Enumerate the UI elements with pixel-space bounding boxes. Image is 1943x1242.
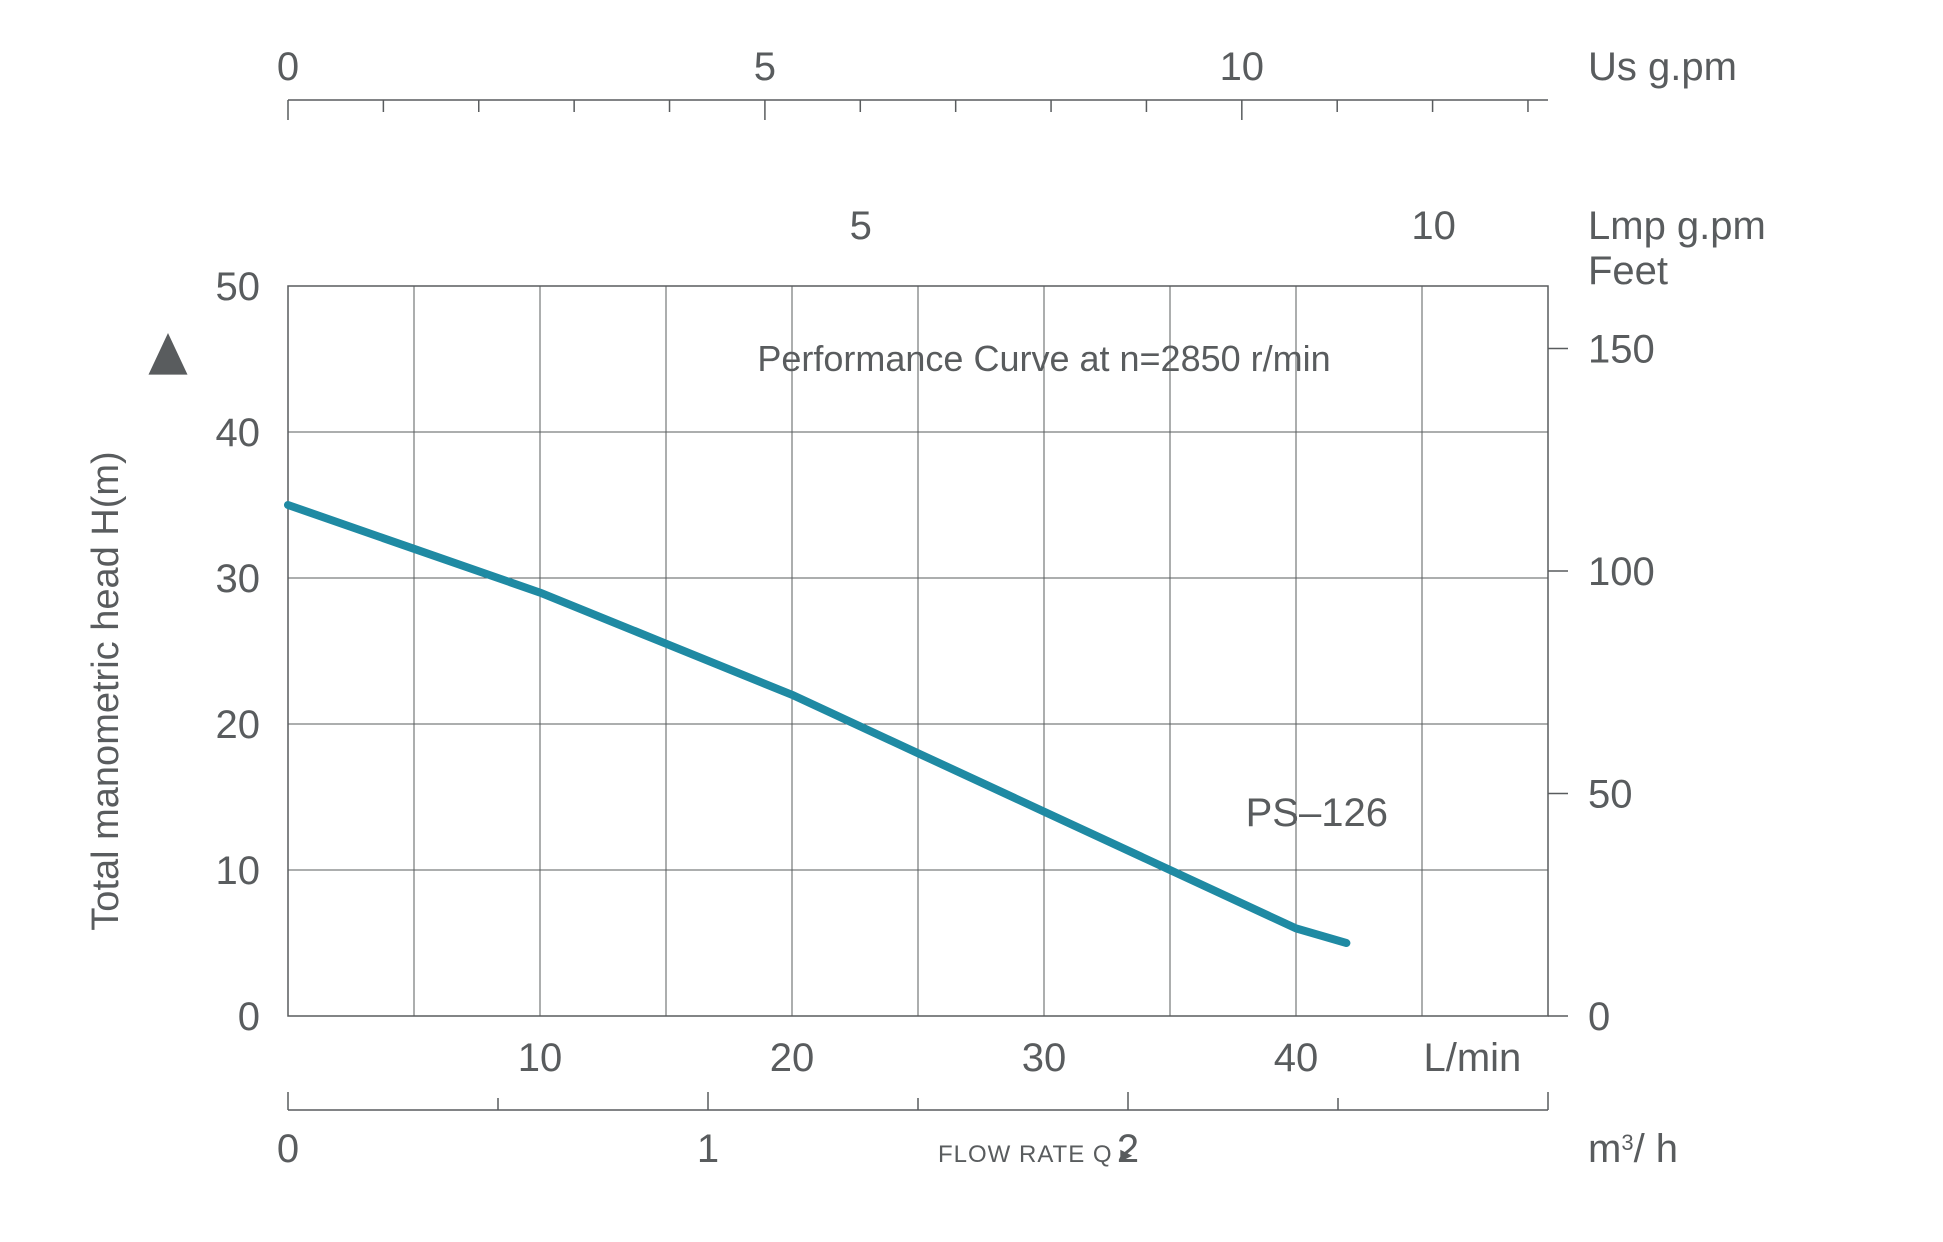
pump-curve-chart: 01020304050050100150FeetTotal manometric…	[0, 0, 1943, 1237]
x-lmpgpm-label: Lmp g.pm	[1588, 204, 1766, 248]
y-left-tick: 40	[216, 411, 261, 455]
y-right-tick: 0	[1588, 995, 1610, 1039]
y-left-tick: 20	[216, 703, 261, 747]
y-left-tick: 50	[216, 265, 261, 309]
x-lmin-tick: 10	[518, 1036, 563, 1080]
x-lmin-tick: 30	[1022, 1036, 1067, 1080]
chart-wrapper: 01020304050050100150FeetTotal manometric…	[0, 0, 1943, 1237]
y-right-label: Feet	[1588, 249, 1668, 293]
x-m3h-label: m3/ h	[1588, 1127, 1678, 1171]
x-lmin-label: L/min	[1423, 1036, 1521, 1080]
x-lmin-tick: 20	[770, 1036, 815, 1080]
x-m3h-tick: 1	[697, 1127, 719, 1171]
y-left-label: Total manometric head H(m)	[85, 451, 127, 930]
x-lmpgpm-tick: 5	[850, 204, 872, 248]
y-right-tick: 150	[1588, 327, 1655, 371]
annotation-label: Performance Curve at n=2850 r/min	[757, 338, 1330, 379]
y-left-tick: 30	[216, 557, 261, 601]
flow-rate-label: FLOW RATE Q ▸	[938, 1141, 1133, 1168]
x-usgpm-tick: 0	[277, 45, 299, 89]
series-label: PS–126	[1246, 791, 1388, 835]
y-left-tick: 0	[238, 995, 260, 1039]
x-m3h-tick: 0	[277, 1127, 299, 1171]
y-right-tick: 100	[1588, 550, 1655, 594]
x-lmin-tick: 40	[1274, 1036, 1319, 1080]
y-left-tick: 10	[216, 849, 261, 893]
up-arrow-icon	[149, 333, 188, 375]
y-right-tick: 50	[1588, 772, 1633, 816]
x-lmpgpm-tick: 10	[1411, 204, 1456, 248]
x-usgpm-tick: 10	[1220, 45, 1265, 89]
x-usgpm-tick: 5	[754, 45, 776, 89]
x-usgpm-label: Us g.pm	[1588, 45, 1737, 89]
